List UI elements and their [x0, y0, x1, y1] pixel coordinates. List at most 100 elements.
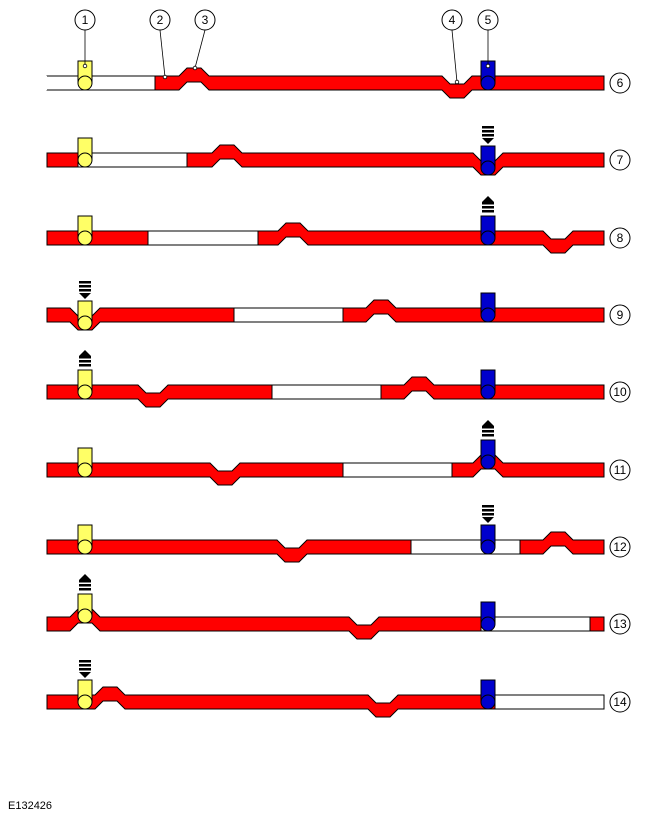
row-label-circle: [609, 149, 631, 171]
pin-ball: [480, 384, 496, 400]
arrow-dash: [482, 426, 494, 429]
bar: [46, 67, 605, 99]
arrow-dash: [79, 584, 91, 587]
leader-dot: [485, 63, 491, 69]
pin-ball: [77, 75, 93, 91]
arrow-dash: [482, 434, 494, 437]
arrow-dash: [79, 664, 91, 667]
arrow-dash: [79, 285, 91, 288]
row-label: 13: [613, 617, 627, 631]
gap: [46, 76, 155, 90]
row-label: 12: [613, 540, 627, 554]
pin-ball: [77, 384, 93, 400]
arrow-dash: [482, 126, 494, 129]
arrow-head: [482, 420, 494, 426]
row-label-circle: [609, 227, 631, 249]
gap: [494, 694, 605, 710]
callout-circle: [194, 9, 216, 31]
pin-ball: [77, 608, 93, 624]
arrow-dash: [79, 660, 91, 663]
arrow-dash: [482, 134, 494, 137]
arrow-dash: [79, 588, 91, 591]
pin-ball: [77, 539, 93, 555]
gap: [271, 384, 382, 400]
row-label: 11: [614, 463, 627, 477]
figure-id: E132426: [8, 800, 52, 812]
bar: [46, 222, 605, 254]
pin-ball: [77, 694, 93, 710]
arrow-dash: [482, 513, 494, 516]
leader: [194, 29, 206, 69]
callout: 1: [82, 13, 89, 27]
pin-ball: [77, 230, 93, 246]
arrow-head: [482, 138, 494, 144]
arrow-dash: [79, 360, 91, 363]
callout-circle: [477, 9, 499, 31]
arrow-dash: [482, 430, 494, 433]
arrow-head: [79, 672, 91, 678]
arrow-dash: [79, 580, 91, 583]
pin-ball: [77, 462, 93, 478]
arrow-dash: [482, 130, 494, 133]
arrow-head: [482, 196, 494, 202]
callout: 4: [449, 13, 456, 27]
arrow-head: [482, 517, 494, 523]
leader-dot: [162, 74, 168, 80]
arrow-dash: [482, 206, 494, 209]
gap: [77, 152, 188, 168]
row-label-circle: [609, 381, 631, 403]
pin-ball: [480, 539, 496, 555]
row-label-circle: [609, 613, 631, 635]
pin-ball: [480, 160, 496, 176]
row-label: 10: [613, 385, 627, 399]
pin-ball: [480, 694, 496, 710]
arrow-dash: [79, 281, 91, 284]
callout-circle: [74, 9, 96, 31]
arrow-dash: [482, 505, 494, 508]
bar: [46, 144, 605, 176]
callout: 5: [485, 13, 492, 27]
callout-circle: [441, 9, 463, 31]
row-label: 7: [617, 153, 624, 167]
arrow-dash: [79, 364, 91, 367]
arrow-dash: [482, 509, 494, 512]
arrow-head: [79, 350, 91, 356]
pin-ball: [480, 307, 496, 323]
pin-ball: [480, 75, 496, 91]
row-label: 8: [617, 231, 624, 245]
leader: [451, 29, 458, 83]
gap: [410, 539, 521, 555]
gap: [233, 307, 344, 323]
arrow-head: [79, 293, 91, 299]
leader: [159, 29, 166, 78]
gap: [480, 616, 591, 632]
pin-ball: [480, 616, 496, 632]
pin-ball: [480, 230, 496, 246]
pin-ball: [480, 454, 496, 470]
callout: 2: [157, 13, 164, 27]
leader-dot: [82, 63, 88, 69]
arrow-dash: [79, 668, 91, 671]
row-label-circle: [609, 691, 631, 713]
row-label: 9: [617, 308, 624, 322]
callout: 3: [202, 13, 209, 27]
pin-ball: [77, 315, 93, 331]
row-label: 14: [613, 695, 627, 709]
leader-dot: [192, 65, 198, 71]
gap: [147, 230, 259, 246]
bar: [46, 531, 605, 563]
row-label: 6: [617, 76, 624, 90]
arrow-dash: [79, 289, 91, 292]
leader-dot: [454, 79, 460, 85]
arrow-dash: [79, 356, 91, 359]
row-label-circle: [609, 459, 631, 481]
arrow-dash: [482, 210, 494, 213]
bar: [46, 454, 605, 486]
arrow-dash: [482, 202, 494, 205]
gap: [342, 462, 453, 478]
callout-circle: [149, 9, 171, 31]
row-label-circle: [609, 304, 631, 326]
row-label-circle: [609, 536, 631, 558]
pin-ball: [77, 152, 93, 168]
